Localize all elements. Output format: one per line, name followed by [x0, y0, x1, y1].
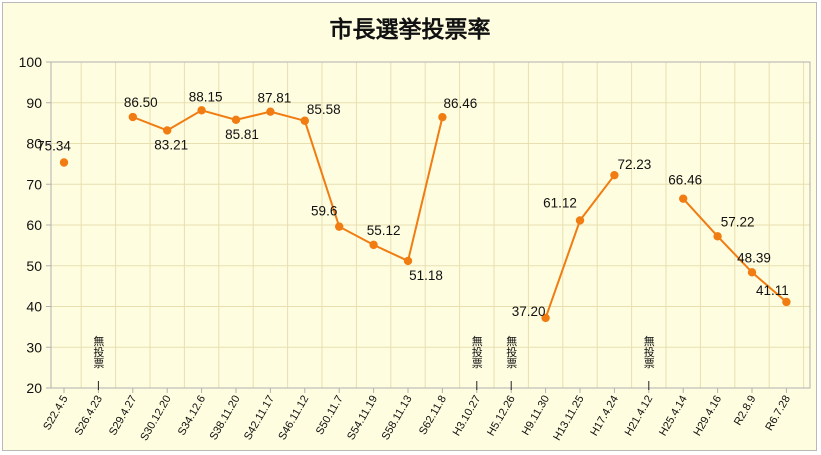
data-point	[610, 170, 619, 180]
x-tick-label: S54.11.19	[345, 394, 380, 443]
x-tick-label: R2.8.9	[732, 394, 759, 428]
y-tick-label: 40	[26, 299, 42, 315]
x-tick-label: H17.4.24	[588, 394, 621, 439]
x-tick-label: S34.12.6	[176, 394, 208, 438]
data-label: 59.6	[311, 204, 337, 219]
x-tick-label: S62.11.8	[417, 394, 449, 437]
y-tick-label: 50	[26, 258, 42, 274]
x-tick-label: H29.4.16	[691, 394, 724, 439]
data-label: 88.15	[189, 89, 223, 104]
chart-title: 市長選挙投票率	[330, 16, 491, 43]
data-point	[782, 297, 791, 307]
chart-frame: 市長選挙投票率 20 30 40 50 60 70 80 90 100 S22.4.5 S26.4…	[2, 2, 817, 451]
x-tick-label: S38.11.20	[208, 394, 243, 443]
data-point	[438, 112, 447, 122]
annotation-text: 無投票	[92, 334, 105, 368]
series-line	[682, 198, 788, 303]
data-label: 57.22	[721, 214, 755, 229]
x-tick-label: S30.12.20	[138, 394, 173, 443]
y-tick-label: 60	[26, 217, 42, 233]
annotation-no-vote: 無投票	[92, 334, 105, 390]
grid-lines	[50, 61, 811, 389]
data-point	[747, 268, 757, 277]
data-label: 86.50	[124, 95, 158, 110]
line-chart: 市長選挙投票率 20 30 40 50 60 70 80 90 100 S22.4.5 S26.4…	[19, 16, 811, 443]
x-tick-label: S29.4.27	[107, 394, 139, 438]
data-point	[541, 313, 550, 323]
data-point	[163, 126, 172, 135]
y-tick-label: 100	[19, 54, 43, 70]
data-label: 51.18	[409, 268, 443, 283]
x-tick-label: S50.11.7	[314, 394, 346, 437]
x-tick-label: S58.11.13	[380, 394, 415, 443]
data-point	[403, 256, 413, 266]
data-point	[197, 106, 206, 115]
y-tick-label: 20	[26, 380, 42, 396]
data-label: 41.11	[756, 283, 789, 298]
data-point	[335, 222, 344, 231]
annotations: 無投票 無投票 無投票 無投票	[92, 334, 655, 390]
data-points	[59, 106, 791, 323]
data-point	[369, 240, 378, 250]
data-label: 87.81	[258, 91, 292, 106]
data-label: 66.46	[668, 173, 702, 188]
y-tick-label: 80	[26, 136, 42, 152]
data-point	[128, 112, 137, 122]
data-label: 37.20	[512, 304, 546, 319]
data-label: 83.21	[154, 137, 188, 152]
x-tick-label: H9.11.30	[520, 394, 552, 438]
data-label: 85.58	[307, 102, 341, 117]
x-tick-label: S26.4.23	[73, 394, 105, 438]
data-label: 85.81	[225, 127, 259, 142]
annotation-text: 無投票	[505, 334, 518, 368]
x-tick-label: H25.4.14	[657, 394, 690, 439]
data-label: 86.46	[444, 96, 478, 111]
data-point	[59, 158, 69, 167]
data-point	[300, 116, 309, 125]
data-label: 48.39	[737, 250, 771, 265]
annotation-no-vote: 無投票	[642, 334, 655, 390]
data-label: 61.12	[543, 195, 577, 210]
annotation-no-vote: 無投票	[505, 334, 518, 390]
y-tick-label: 70	[26, 176, 42, 192]
data-label: 72.23	[618, 157, 652, 172]
data-point	[266, 107, 275, 116]
data-point	[231, 115, 241, 125]
data-point	[713, 232, 722, 241]
data-point	[575, 216, 585, 225]
data-label: 75.34	[37, 138, 71, 153]
x-tick-label: S22.4.5	[41, 394, 70, 433]
data-point	[679, 194, 688, 203]
data-labels: 75.34 86.50 83.21 88.15 85.81 87.81 85.58 59.6 5…	[37, 89, 789, 319]
y-tick-label: 30	[26, 339, 42, 355]
x-tick-label: H5.12.26	[485, 394, 518, 439]
x-tick-label: S42.11.17	[242, 394, 277, 443]
x-tick-label: S46.11.12	[276, 394, 311, 443]
y-axis: 20 30 40 50 60 70 80 90 100	[19, 54, 51, 396]
annotation-text: 無投票	[642, 334, 655, 368]
annotation-text: 無投票	[470, 334, 483, 368]
y-tick-label: 90	[26, 95, 42, 111]
annotation-no-vote: 無投票	[470, 334, 483, 390]
x-tick-label: R6.7.28	[763, 394, 793, 433]
x-tick-label: H13.11.25	[551, 394, 586, 443]
data-label: 55.12	[367, 223, 401, 238]
series-line	[132, 109, 444, 263]
x-tick-label: H21.4.12	[623, 394, 656, 439]
x-tick-label: H3.10.27	[451, 394, 484, 439]
